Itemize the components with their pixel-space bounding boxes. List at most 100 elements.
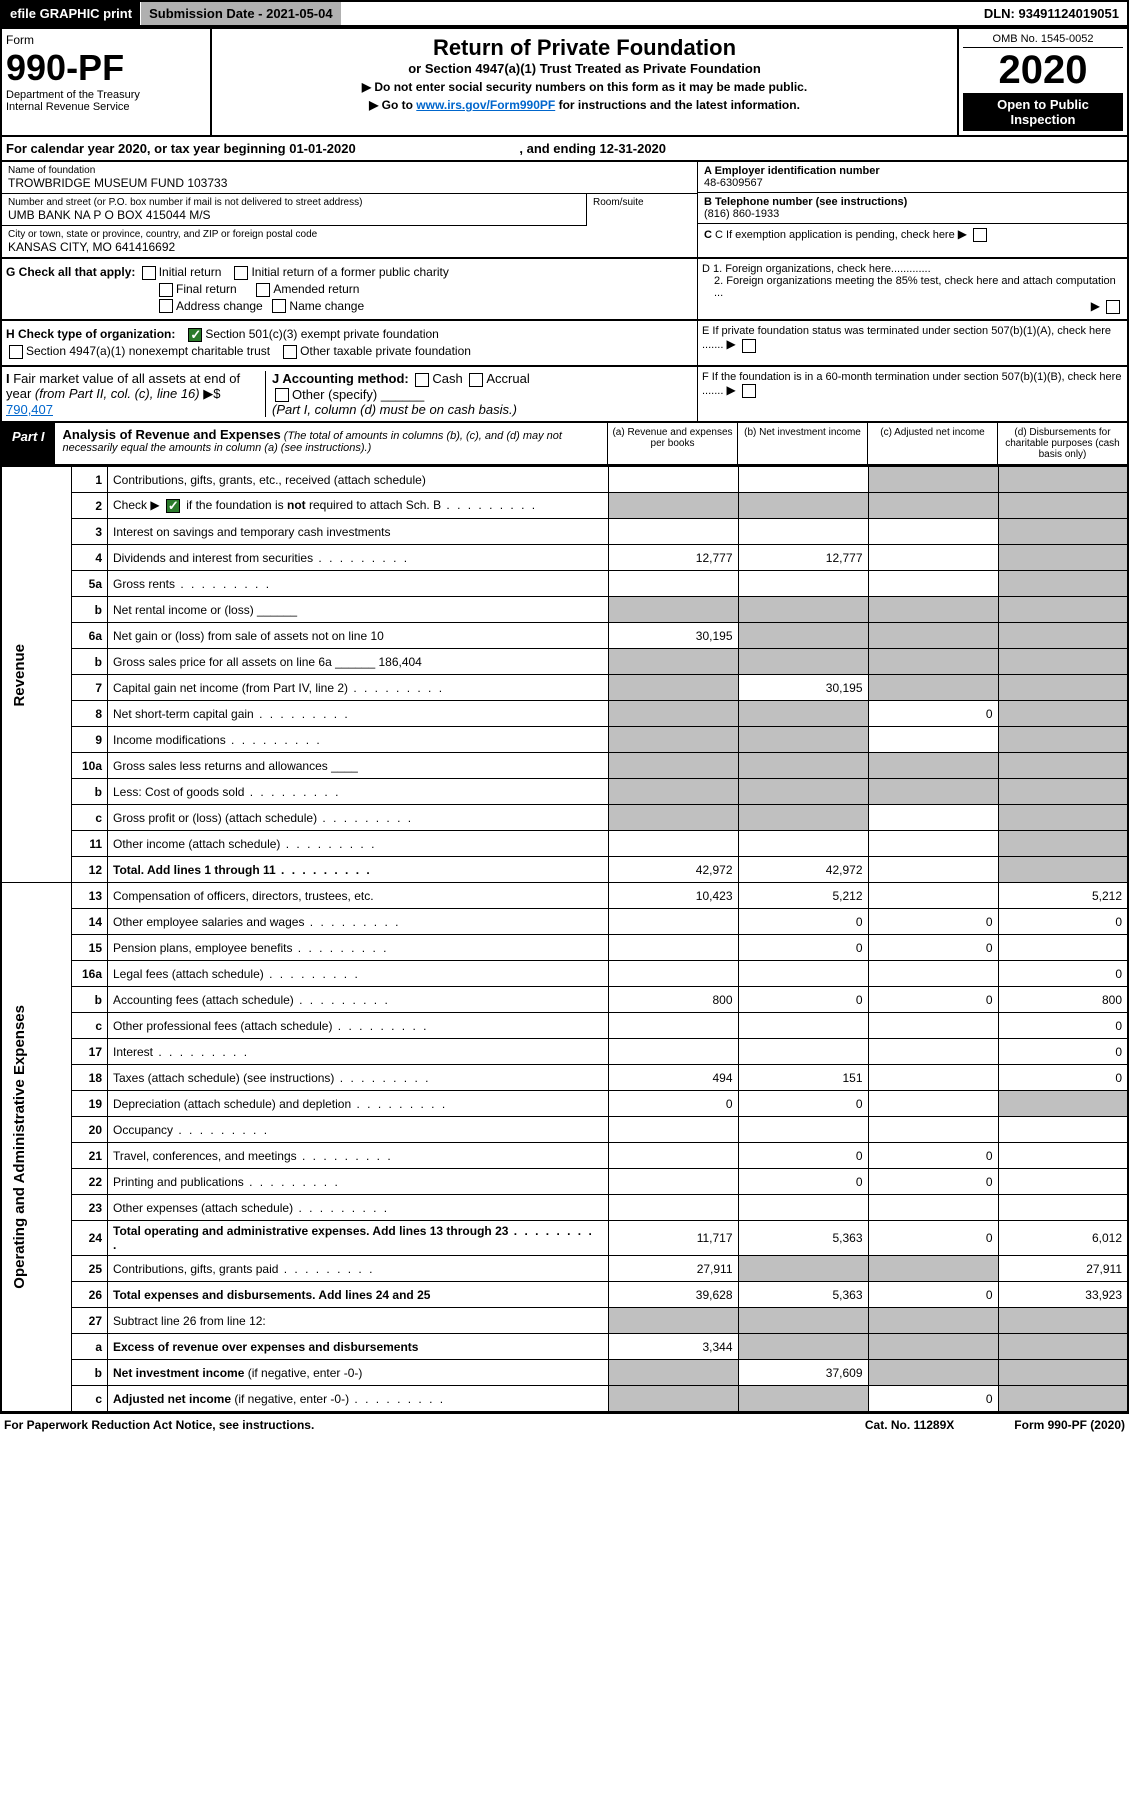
amt-cell <box>608 701 738 727</box>
ck-initial[interactable] <box>142 266 156 280</box>
amt-cell: 42,972 <box>608 857 738 883</box>
line-num: 15 <box>72 935 108 961</box>
col-a: (a) Revenue and expenses per books <box>607 423 737 464</box>
part1-tab: Part I <box>2 423 55 464</box>
amt-cell <box>868 831 998 857</box>
amt-cell: 5,212 <box>738 883 868 909</box>
line-num: b <box>72 779 108 805</box>
hdr-center: Return of Private Foundation or Section … <box>212 29 957 135</box>
amt-cell <box>868 493 998 519</box>
amt-cell: 6,012 <box>998 1221 1128 1256</box>
amt-cell <box>738 727 868 753</box>
amt-cell <box>738 597 868 623</box>
line-desc: Capital gain net income (from Part IV, l… <box>108 675 609 701</box>
amt-cell <box>998 1143 1128 1169</box>
amt-cell <box>608 519 738 545</box>
amt-cell <box>868 961 998 987</box>
amt-cell <box>738 649 868 675</box>
c-checkbox[interactable] <box>973 228 987 242</box>
line-num: b <box>72 987 108 1013</box>
line-num: 1 <box>72 467 108 493</box>
ck-initial-former[interactable] <box>234 266 248 280</box>
calendar-row: For calendar year 2020, or tax year begi… <box>0 137 1129 162</box>
schb-ck[interactable] <box>166 499 180 513</box>
ck-name[interactable] <box>272 299 286 313</box>
ck-addr[interactable] <box>159 299 173 313</box>
col-c: (c) Adjusted net income <box>867 423 997 464</box>
amt-cell <box>998 623 1128 649</box>
ck-501c3[interactable] <box>188 328 202 342</box>
line-num: 5a <box>72 571 108 597</box>
irs-link[interactable]: www.irs.gov/Form990PF <box>416 98 555 112</box>
ck-other-acct[interactable] <box>275 388 289 402</box>
amt-cell: 0 <box>738 935 868 961</box>
amt-cell <box>608 831 738 857</box>
ck-4947[interactable] <box>9 345 23 359</box>
amt-cell <box>998 831 1128 857</box>
line-desc: Accounting fees (attach schedule) <box>108 987 609 1013</box>
amt-cell <box>868 1360 998 1386</box>
amt-cell <box>738 1256 868 1282</box>
amt-cell <box>608 753 738 779</box>
line-num: c <box>72 805 108 831</box>
subdate-btn[interactable]: Submission Date - 2021-05-04 <box>141 2 341 25</box>
line-num: 22 <box>72 1169 108 1195</box>
amt-cell <box>608 493 738 519</box>
amt-cell <box>868 649 998 675</box>
amt-cell <box>998 1386 1128 1412</box>
amt-cell <box>868 1039 998 1065</box>
line-num: 9 <box>72 727 108 753</box>
amt-cell <box>868 753 998 779</box>
form-number: 990-PF <box>6 47 206 89</box>
amt-cell <box>998 935 1128 961</box>
amt-cell <box>868 1013 998 1039</box>
tax-year: 2020 <box>963 48 1123 93</box>
amt-cell <box>608 597 738 623</box>
line-num: c <box>72 1386 108 1412</box>
f-ck[interactable] <box>742 384 756 398</box>
form-word: Form <box>6 33 206 47</box>
amt-cell <box>738 1013 868 1039</box>
amt-cell <box>868 805 998 831</box>
amt-cell <box>608 779 738 805</box>
amt-cell <box>608 1386 738 1412</box>
amt-cell <box>868 545 998 571</box>
amt-cell: 0 <box>998 1039 1128 1065</box>
e-ck[interactable] <box>742 339 756 353</box>
fmv-link[interactable]: 790,407 <box>6 402 53 417</box>
ein-cell: A Employer identification number 48-6309… <box>698 162 1127 193</box>
line-desc: Printing and publications <box>108 1169 609 1195</box>
line-desc: Depreciation (attach schedule) and deple… <box>108 1091 609 1117</box>
amt-cell <box>738 961 868 987</box>
amt-cell <box>868 519 998 545</box>
amt-cell: 33,923 <box>998 1282 1128 1308</box>
line-num: 27 <box>72 1308 108 1334</box>
line-num: 10a <box>72 753 108 779</box>
line-num: 13 <box>72 883 108 909</box>
line-desc: Total. Add lines 1 through 11 <box>108 857 609 883</box>
amt-cell <box>608 805 738 831</box>
ck-other-tax[interactable] <box>283 345 297 359</box>
amt-cell <box>738 1386 868 1412</box>
efile-btn[interactable]: efile GRAPHIC print <box>2 2 141 25</box>
amt-cell: 494 <box>608 1065 738 1091</box>
amt-cell <box>608 467 738 493</box>
d1-ck[interactable] <box>1106 300 1120 314</box>
amt-cell <box>868 1334 998 1360</box>
amt-cell <box>998 519 1128 545</box>
line-num: 20 <box>72 1117 108 1143</box>
ck-cash[interactable] <box>415 373 429 387</box>
amt-cell: 0 <box>738 1169 868 1195</box>
amt-cell <box>868 1256 998 1282</box>
line-num: 4 <box>72 545 108 571</box>
amt-cell <box>608 1117 738 1143</box>
amt-cell <box>608 675 738 701</box>
line-desc: Compensation of officers, directors, tru… <box>108 883 609 909</box>
ck-amended[interactable] <box>256 283 270 297</box>
line-desc: Interest on savings and temporary cash i… <box>108 519 609 545</box>
line-desc: Pension plans, employee benefits <box>108 935 609 961</box>
ck-accrual[interactable] <box>469 373 483 387</box>
line-desc: Gross profit or (loss) (attach schedule) <box>108 805 609 831</box>
amt-cell <box>868 1308 998 1334</box>
ck-final[interactable] <box>159 283 173 297</box>
